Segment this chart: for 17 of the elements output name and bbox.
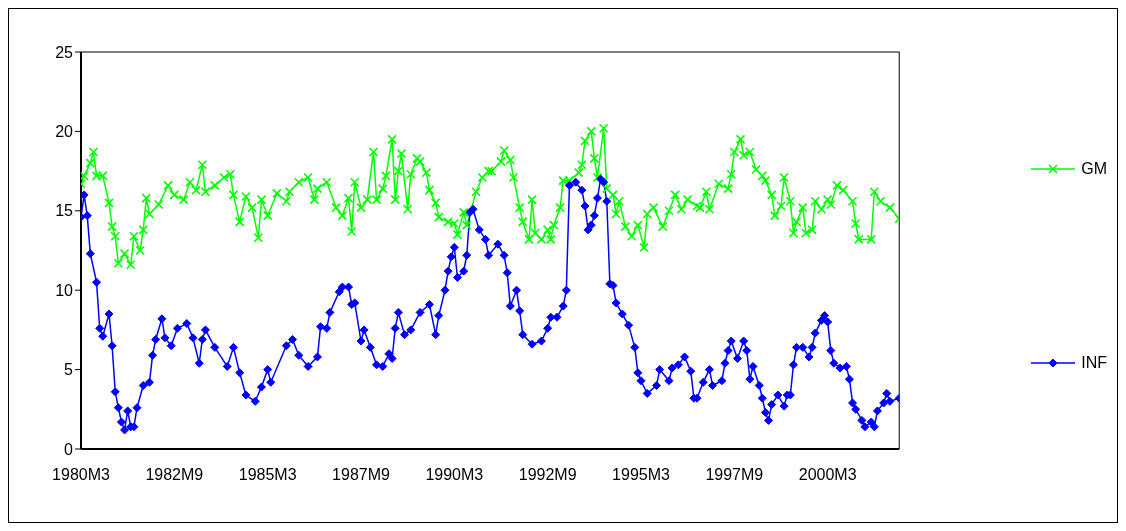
x-tick-label: 1980M3 [52, 466, 111, 484]
x-tick-label: 1995M3 [612, 466, 671, 484]
x-tick-label: 1987M9 [332, 466, 391, 484]
y-tick-label: 0 [64, 440, 74, 458]
y-tick-label: 10 [55, 281, 74, 299]
x-tick-label: 1992M9 [518, 466, 577, 484]
x-tick-label: 1985M3 [238, 466, 297, 484]
y-tick-label: 5 [64, 361, 74, 379]
y-tick-label: 25 [55, 43, 74, 61]
x-tick-label: 1997M9 [705, 466, 764, 484]
x-tick-label: 2000M3 [798, 466, 857, 484]
legend-label: INF [1081, 353, 1107, 372]
x-tick-label: 1990M3 [425, 466, 484, 484]
x-tick-label: 1982M9 [145, 466, 204, 484]
legend-label: GM [1081, 159, 1107, 178]
y-tick-label: 15 [55, 202, 74, 220]
y-tick-label: 20 [55, 123, 74, 141]
